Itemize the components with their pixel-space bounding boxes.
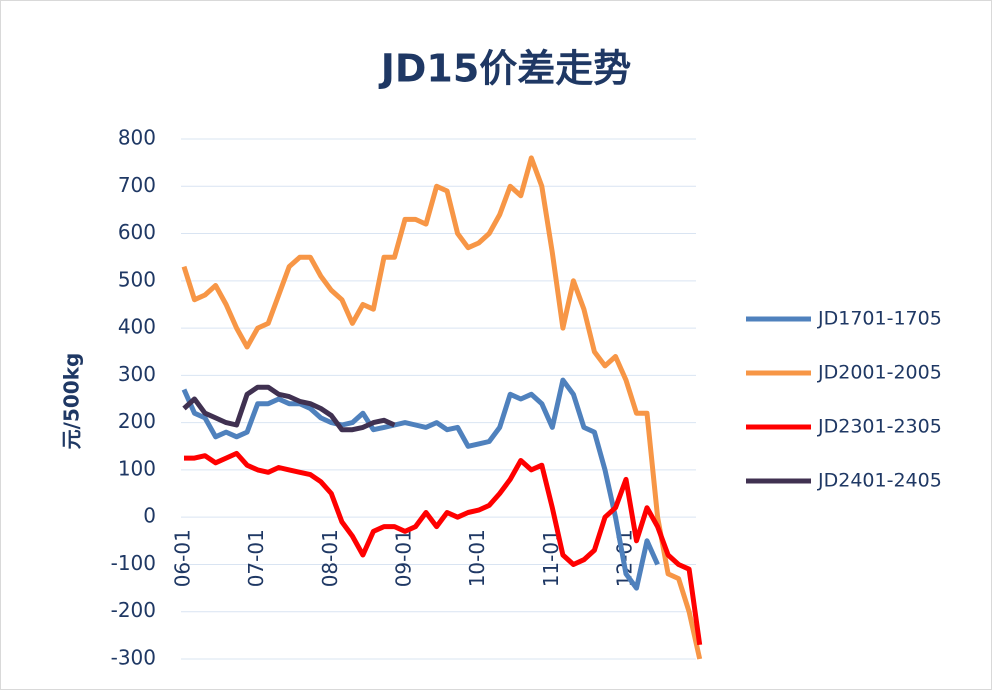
y-tick-label: -200: [111, 598, 156, 622]
x-tick-label: 06-01: [171, 529, 195, 587]
legend-label: JD2301-2305: [817, 416, 942, 438]
y-tick-label: 800: [118, 126, 156, 150]
y-tick-label: 200: [118, 409, 156, 433]
legend-label: JD1701-1705: [817, 308, 942, 330]
y-tick-label: 100: [118, 456, 156, 480]
chart-title: JD15价差走势: [378, 47, 632, 91]
y-tick-label: 600: [118, 220, 156, 244]
y-tick-label: 400: [118, 315, 156, 339]
x-tick-label: 08-01: [318, 529, 342, 587]
x-tick-label: 10-01: [465, 529, 489, 587]
series-line: [184, 450, 703, 646]
y-tick-label: -300: [111, 646, 156, 670]
y-axis-label: 元/500kg: [60, 353, 84, 450]
legend-label: JD2001-2005: [817, 362, 942, 384]
series-line: [182, 384, 396, 433]
y-tick-label: 300: [118, 362, 156, 386]
legend-label: JD2401-2405: [817, 470, 942, 492]
y-tick-label: 700: [118, 173, 156, 197]
y-tick-label: 500: [118, 267, 156, 291]
series-line: [181, 377, 660, 591]
x-tick-label: 07-01: [244, 529, 268, 587]
y-tick-label: 0: [143, 504, 156, 528]
x-tick-label: 09-01: [392, 529, 416, 587]
y-tick-label: -100: [111, 551, 156, 575]
series-line: [181, 155, 703, 660]
